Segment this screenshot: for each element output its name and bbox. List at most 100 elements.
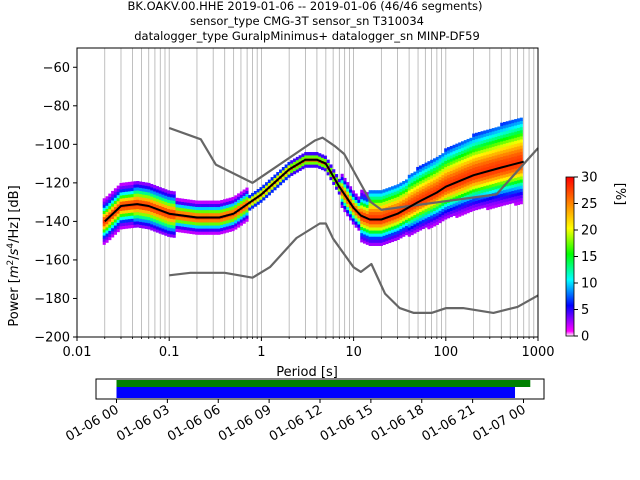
pdf-cell: [113, 225, 117, 229]
pdf-cell: [497, 200, 501, 204]
pdf-cell: [469, 150, 473, 154]
pdf-cell: [491, 131, 495, 135]
pdf-cell: [491, 149, 495, 154]
pdf-cell: [371, 193, 375, 197]
pdf-cell: [150, 196, 154, 200]
pdf-cell: [382, 201, 386, 205]
pdf-cell: [349, 195, 353, 199]
pdf-cell: [452, 212, 456, 216]
pdf-cell: [432, 186, 437, 190]
pdf-cell: [155, 229, 159, 233]
pdf-cell: [483, 176, 487, 181]
pdf-cell: [435, 215, 439, 219]
pdf-cell: [497, 138, 501, 143]
pdf-cell: [480, 202, 484, 206]
pdf-cell: [169, 215, 173, 219]
pdf-cell: [488, 184, 493, 188]
pdf-cell: [402, 190, 406, 194]
pdf-cell: [161, 219, 165, 223]
pdf-cell: [455, 149, 459, 154]
pdf-cell: [407, 190, 411, 194]
pdf-cell: [511, 166, 515, 170]
pdf-cell: [248, 197, 252, 202]
pdf-cell: [144, 182, 148, 186]
pdf-cell: [220, 224, 224, 229]
pdf-cell: [197, 206, 201, 211]
pdf-cell: [158, 193, 162, 197]
pdf-cell: [281, 167, 285, 171]
pdf-cell: [172, 191, 176, 195]
pdf-cell: [125, 200, 129, 205]
pdf-cell: [197, 222, 201, 226]
pdf-cell: [136, 193, 140, 197]
pdf-cell: [441, 156, 445, 160]
pdf-cell: [441, 208, 445, 213]
pdf-cell: [181, 198, 185, 202]
pdf-cell: [488, 162, 493, 167]
pdf-cell: [377, 214, 381, 219]
pdf-cell: [195, 203, 199, 207]
pdf-cell: [466, 138, 470, 143]
pdf-cell: [295, 166, 299, 170]
pdf-cell: [136, 211, 140, 216]
pdf-cell: [491, 146, 495, 150]
pdf-cell: [421, 194, 425, 199]
pdf-cell: [393, 209, 397, 214]
pdf-cell: [466, 166, 470, 171]
pdf-cell: [211, 206, 215, 211]
pdf-cell: [315, 152, 319, 156]
pdf-cell: [379, 205, 383, 209]
pdf-cell: [391, 235, 395, 239]
pdf-cell: [239, 219, 243, 223]
pdf-cell: [500, 141, 504, 145]
pdf-cell: [491, 128, 495, 132]
pdf-cell: [500, 131, 504, 136]
pdf-cell: [197, 203, 201, 208]
chart-title-line-3: datalogger_type GuralpMinimus+ datalogge…: [134, 29, 480, 43]
pdf-cell: [449, 210, 453, 215]
pdf-cell: [223, 217, 227, 222]
pdf-cell: [500, 135, 504, 139]
pdf-cell: [144, 213, 148, 217]
pdf-cell: [164, 232, 168, 236]
pdf-cell: [430, 162, 434, 167]
pdf-cell: [430, 202, 434, 207]
pdf-cell: [223, 205, 227, 209]
pdf-cell: [192, 218, 196, 223]
pdf-cell: [379, 242, 383, 246]
pdf-cell: [502, 168, 507, 172]
pdf-cell: [301, 153, 305, 157]
pdf-cell: [108, 199, 112, 204]
pdf-cell: [105, 196, 109, 200]
pdf-cell: [211, 225, 215, 229]
pdf-cell: [108, 221, 112, 225]
pdf-cell: [357, 202, 361, 207]
pdf-cell: [474, 197, 479, 201]
pdf-cell: [158, 190, 162, 194]
pdf-cell: [388, 196, 392, 200]
pdf-cell: [488, 131, 493, 136]
pdf-cell: [385, 212, 389, 217]
pdf-cell: [225, 198, 229, 202]
pdf-cell: [511, 159, 515, 164]
pdf-cell: [108, 233, 112, 238]
pdf-cell: [217, 228, 221, 232]
pdf-cell: [155, 198, 159, 202]
pdf-cell: [374, 202, 378, 206]
pdf-cell: [449, 213, 453, 218]
pdf-cell: [427, 170, 431, 174]
pdf-cell: [326, 171, 330, 176]
pdf-cell: [368, 211, 372, 216]
pdf-cell: [153, 197, 157, 201]
pdf-cell: [147, 210, 151, 215]
pdf-cell: [357, 214, 361, 219]
pdf-cell: [444, 163, 448, 168]
pdf-cell: [427, 182, 431, 187]
pdf-cell: [413, 187, 417, 191]
pdf-cell: [189, 208, 193, 213]
pdf-cell: [480, 177, 484, 181]
pdf-cell: [209, 231, 213, 235]
pdf-cell: [399, 185, 403, 190]
pdf-cell: [463, 186, 467, 190]
pdf-cell: [418, 190, 423, 194]
